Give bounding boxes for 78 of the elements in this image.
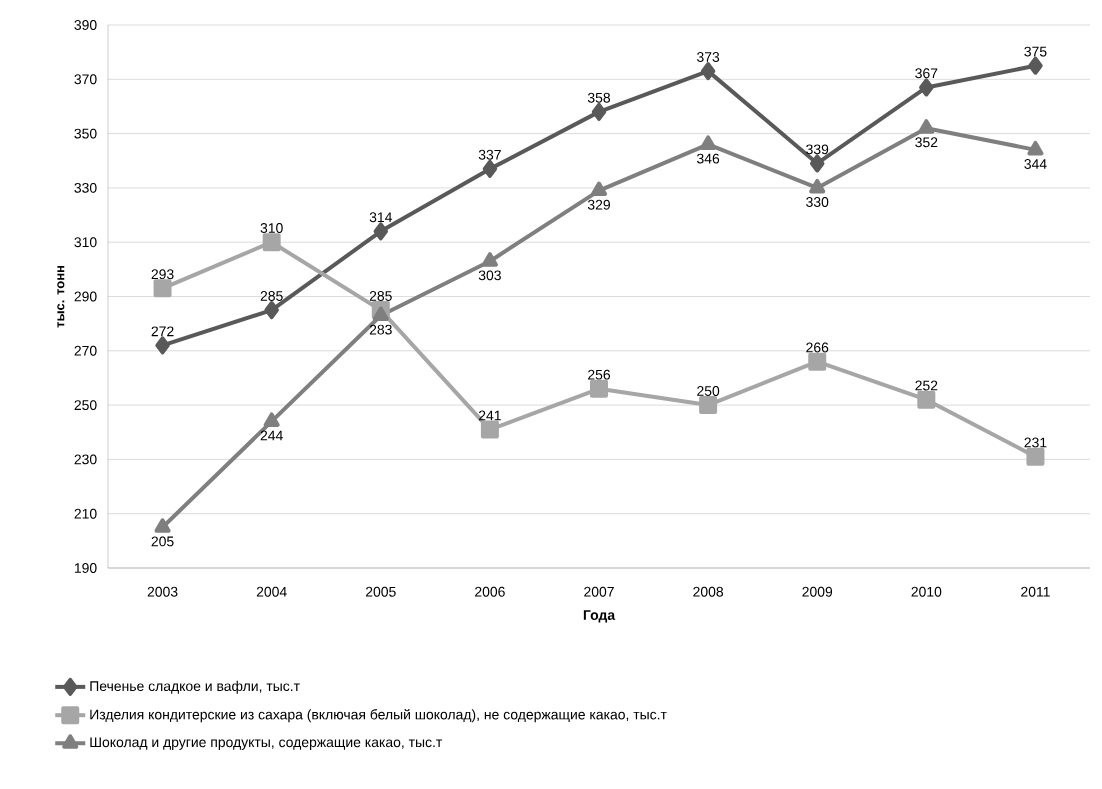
x-axis-title: Года bbox=[583, 610, 616, 623]
data-label: 339 bbox=[806, 144, 829, 155]
data-label: 252 bbox=[915, 380, 938, 391]
data-label: 272 bbox=[151, 326, 174, 337]
data-label: 329 bbox=[587, 199, 610, 210]
point bbox=[699, 396, 718, 415]
point bbox=[917, 390, 936, 409]
data-label: 285 bbox=[260, 290, 283, 301]
y-tick-label: 310 bbox=[74, 237, 97, 248]
point bbox=[809, 154, 825, 173]
x-tick-label: 2011 bbox=[1021, 586, 1050, 597]
data-label: 337 bbox=[478, 149, 501, 160]
point bbox=[700, 62, 716, 81]
data-label: 266 bbox=[806, 342, 829, 353]
point bbox=[918, 119, 935, 134]
data-label: 205 bbox=[151, 536, 174, 547]
point bbox=[372, 306, 389, 321]
x-tick-label: 2009 bbox=[802, 586, 833, 597]
point bbox=[482, 159, 498, 178]
data-label: 375 bbox=[1024, 46, 1047, 57]
data-label: 231 bbox=[1024, 437, 1047, 448]
y-tick-label: 250 bbox=[74, 400, 97, 411]
data-label: 293 bbox=[151, 269, 174, 280]
data-label: 346 bbox=[697, 153, 720, 164]
y-tick-label: 370 bbox=[74, 74, 97, 85]
x-tick-label: 2010 bbox=[911, 586, 942, 597]
point bbox=[591, 102, 607, 121]
y-tick-label: 190 bbox=[74, 563, 97, 573]
data-label: 310 bbox=[260, 223, 283, 233]
data-label: 241 bbox=[478, 410, 501, 421]
data-label: 344 bbox=[1024, 159, 1047, 169]
data-label: 358 bbox=[587, 92, 611, 103]
point bbox=[263, 412, 280, 427]
x-tick-label: 2005 bbox=[365, 586, 396, 597]
point bbox=[480, 420, 499, 439]
data-label: 352 bbox=[915, 137, 938, 148]
point bbox=[153, 279, 172, 298]
y-tick-label: 210 bbox=[74, 508, 97, 519]
x-tick-label: 2006 bbox=[475, 586, 505, 597]
y-tick-label: 230 bbox=[74, 454, 97, 465]
point bbox=[590, 379, 608, 398]
legend-label: Печенье сладкое и вафли, тыс.т bbox=[90, 680, 300, 694]
point bbox=[1028, 56, 1043, 75]
point bbox=[700, 135, 717, 150]
data-label: 244 bbox=[260, 430, 283, 441]
point bbox=[264, 301, 279, 320]
data-label: 250 bbox=[697, 386, 720, 396]
data-label: 285 bbox=[369, 290, 392, 301]
data-label: 314 bbox=[369, 212, 392, 223]
point bbox=[808, 352, 827, 371]
point bbox=[155, 336, 170, 355]
point bbox=[1026, 447, 1045, 466]
y-axis-title: тыс. тонн bbox=[57, 266, 65, 328]
point bbox=[590, 181, 608, 197]
y-tick-label: 350 bbox=[74, 128, 97, 139]
data-label: 283 bbox=[369, 324, 392, 335]
point bbox=[809, 178, 826, 194]
data-label: 373 bbox=[697, 52, 720, 62]
data-label: 367 bbox=[915, 68, 938, 79]
legend-label: Шоколад и другие продукты, содержащие какао, тыс.т bbox=[90, 737, 443, 750]
y-tick-label: 390 bbox=[74, 20, 97, 30]
data-label: 303 bbox=[478, 270, 501, 281]
x-tick-label: 2007 bbox=[584, 586, 614, 597]
point bbox=[919, 78, 934, 97]
y-tick-label: 270 bbox=[74, 345, 97, 356]
y-tick-label: 330 bbox=[74, 182, 97, 193]
x-tick-label: 2003 bbox=[147, 586, 178, 597]
point bbox=[1027, 140, 1044, 156]
point bbox=[262, 233, 281, 252]
data-label: 330 bbox=[806, 197, 829, 207]
x-tick-label: 2008 bbox=[693, 586, 724, 597]
y-tick-label: 290 bbox=[74, 291, 97, 302]
data-label: 256 bbox=[588, 369, 611, 380]
point bbox=[481, 252, 498, 267]
legend-label: Изделия кондитерские из сахара (включая белый шоколад), не содержащие какао, тыс.т bbox=[90, 708, 667, 723]
point bbox=[154, 518, 171, 533]
x-tick-label: 2004 bbox=[256, 586, 287, 597]
point bbox=[373, 222, 389, 241]
